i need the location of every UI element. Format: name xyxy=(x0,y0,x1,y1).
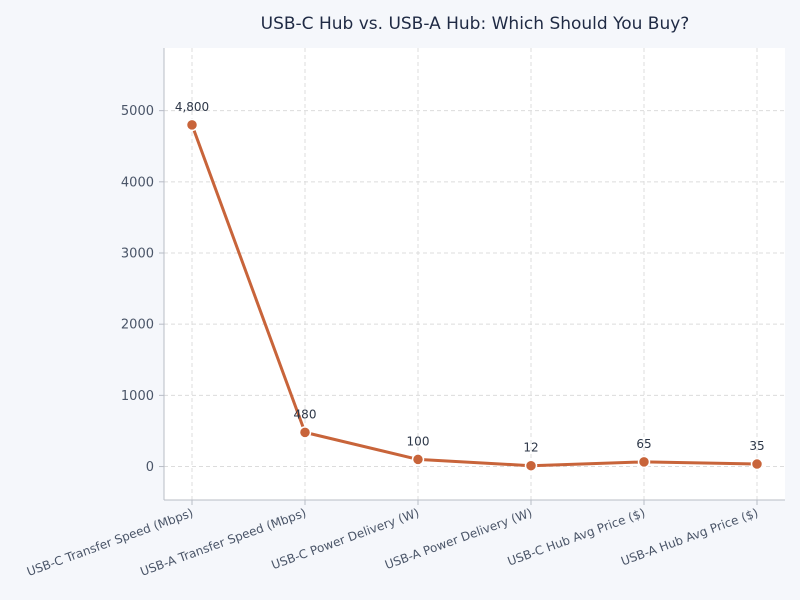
series-line xyxy=(190,123,759,468)
data-label: 12 xyxy=(523,441,538,455)
axes xyxy=(159,48,785,505)
y-tick-label: 4000 xyxy=(121,175,154,190)
data-label: 100 xyxy=(407,434,430,448)
y-tick-label: 3000 xyxy=(121,247,154,262)
data-label: 65 xyxy=(636,437,651,451)
data-labels: 4,800 480 100 12 65 35 xyxy=(175,100,765,455)
chart-title: USB-C Hub vs. USB-A Hub: Which Should Yo… xyxy=(261,14,690,34)
data-label: 480 xyxy=(294,407,317,421)
grid-lines xyxy=(164,48,785,500)
series-layer xyxy=(185,118,764,472)
data-label: 4,800 xyxy=(175,100,209,114)
data-point xyxy=(185,118,199,132)
data-point xyxy=(524,459,538,472)
data-point xyxy=(750,457,764,471)
y-tick-label: 5000 xyxy=(121,104,154,119)
data-label: 35 xyxy=(749,439,764,453)
y-tick-label: 2000 xyxy=(121,318,154,333)
data-point xyxy=(298,426,312,439)
data-point xyxy=(411,453,425,466)
y-tick-label: 1000 xyxy=(121,389,154,404)
plot-background xyxy=(164,48,785,500)
data-point xyxy=(637,455,651,469)
y-tick-label: 0 xyxy=(146,460,154,475)
